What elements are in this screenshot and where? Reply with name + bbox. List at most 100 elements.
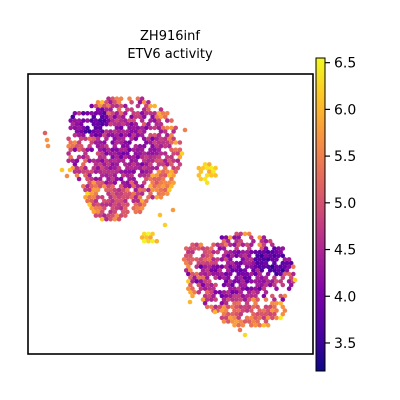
spot	[85, 169, 90, 174]
spot	[108, 216, 113, 222]
spot	[137, 209, 143, 215]
spot	[251, 268, 256, 273]
spot	[169, 184, 174, 189]
spot	[125, 165, 130, 171]
spot	[280, 260, 286, 266]
spot	[265, 315, 271, 321]
spot	[137, 195, 143, 200]
spot	[158, 143, 164, 149]
spot	[223, 308, 229, 313]
spot	[278, 279, 284, 284]
spot	[150, 158, 155, 164]
spot	[70, 121, 76, 127]
spot	[81, 111, 86, 116]
spot	[150, 143, 155, 149]
spot	[162, 136, 168, 142]
spot	[152, 132, 157, 138]
spot	[207, 162, 212, 167]
spot	[137, 100, 143, 105]
spot	[228, 293, 233, 299]
spot	[253, 249, 258, 255]
spot	[259, 238, 265, 244]
spot	[169, 169, 174, 174]
spot	[190, 286, 195, 292]
spot	[154, 158, 160, 164]
spot	[135, 184, 141, 189]
spot	[125, 195, 130, 200]
spot	[154, 165, 160, 171]
spot	[72, 118, 78, 123]
spot	[198, 279, 204, 284]
spot	[249, 235, 254, 240]
spot	[234, 246, 239, 251]
spot	[202, 257, 208, 262]
spot	[66, 136, 71, 142]
spot	[255, 268, 260, 273]
spot	[106, 169, 111, 174]
spot	[116, 129, 122, 134]
spot	[223, 257, 229, 262]
spot	[108, 121, 113, 127]
spot	[272, 268, 277, 273]
spot	[139, 132, 145, 138]
spot	[93, 162, 99, 167]
spot	[274, 271, 279, 277]
spot	[282, 308, 288, 313]
spot	[249, 308, 254, 313]
spot	[265, 249, 271, 255]
spot	[156, 162, 162, 167]
spot	[188, 282, 193, 288]
spot	[272, 297, 277, 302]
spot	[259, 260, 265, 266]
spot	[215, 271, 220, 277]
spot	[89, 111, 94, 116]
spot	[97, 169, 103, 174]
spot	[133, 195, 139, 200]
spot	[42, 130, 48, 136]
spot	[114, 147, 120, 153]
colorbar-tick-label: 6.5	[334, 56, 356, 72]
spot	[102, 198, 107, 204]
spot	[171, 129, 176, 134]
spot	[139, 191, 145, 196]
spot	[171, 165, 176, 171]
spot	[89, 140, 94, 145]
spot	[99, 114, 105, 120]
spot	[267, 282, 273, 288]
spot	[125, 209, 130, 215]
spot	[89, 169, 94, 174]
spot	[171, 173, 176, 178]
spot	[127, 96, 132, 101]
spot	[244, 242, 250, 248]
spot	[148, 176, 153, 182]
spot	[127, 125, 132, 131]
spot	[91, 114, 97, 120]
spot	[154, 238, 160, 244]
spot	[74, 143, 80, 149]
spot	[150, 195, 155, 200]
spot	[135, 162, 141, 167]
spot	[114, 162, 120, 167]
spot	[91, 121, 97, 127]
spot	[102, 154, 107, 160]
spot	[112, 202, 118, 207]
spot	[72, 111, 78, 116]
spot	[160, 125, 166, 131]
spot	[240, 308, 246, 313]
spot	[137, 114, 143, 120]
spot	[169, 162, 174, 167]
spot	[175, 165, 181, 171]
spot	[120, 158, 126, 164]
spot	[253, 315, 258, 321]
spot	[141, 100, 147, 105]
spot	[125, 173, 130, 178]
spot	[171, 180, 176, 185]
spot	[292, 277, 298, 283]
spot	[192, 246, 197, 251]
spot	[148, 103, 153, 109]
spot	[137, 187, 143, 193]
spot	[116, 151, 122, 156]
spot	[160, 111, 166, 116]
spot	[280, 268, 286, 273]
spot	[225, 319, 231, 324]
